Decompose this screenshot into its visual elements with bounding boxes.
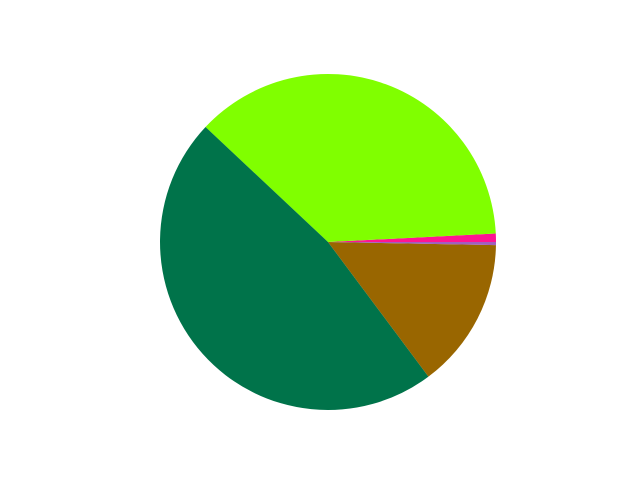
pie-slice-2 xyxy=(160,127,429,410)
pie-slice-3 xyxy=(328,242,496,377)
pie-slice-0 xyxy=(328,233,496,242)
pie-slice-4 xyxy=(328,242,496,246)
pie-slice-1 xyxy=(205,73,496,243)
pie-slices xyxy=(160,73,496,410)
